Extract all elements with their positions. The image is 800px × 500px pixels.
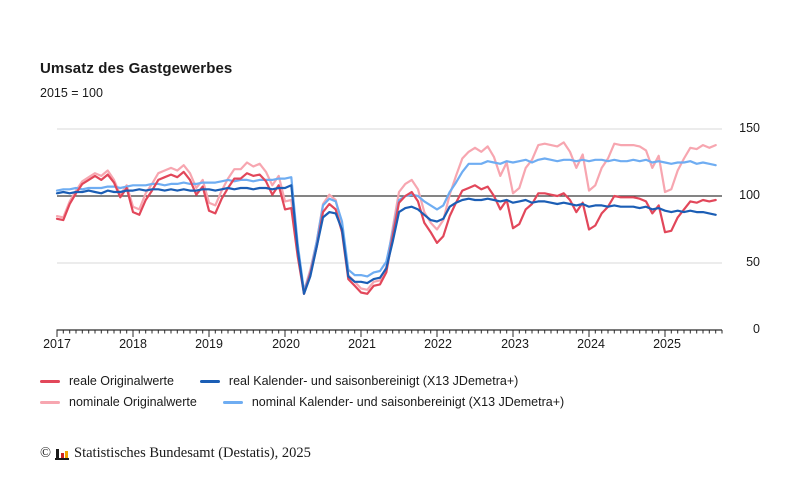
- copyright-symbol: ©: [40, 445, 52, 461]
- x-axis-tick-2017: 2017: [43, 337, 71, 351]
- legend-item-reale-originalwerte: reale Originalwerte: [40, 374, 174, 388]
- chart-subtitle: 2015 = 100: [40, 86, 103, 100]
- chart-legend: reale Originalwerte real Kalender- und s…: [40, 374, 564, 409]
- legend-swatch-darkblue-line-icon: [199, 379, 220, 383]
- x-axis-tick-2022: 2022: [424, 337, 452, 351]
- legend-item-nominal-saisonbereinigt: nominal Kalender- und saisonbereinigt (X…: [222, 395, 565, 409]
- x-axis-tick-2019: 2019: [195, 337, 223, 351]
- legend-swatch-lightblue-line-icon: [222, 400, 243, 404]
- legend-swatch-red-line-icon: [40, 379, 60, 383]
- y-axis-tick-100: 100: [739, 188, 760, 202]
- legend-label: real Kalender- und saisonbereinigt (X13 …: [228, 374, 519, 388]
- series-line-0: [55, 170, 717, 295]
- x-axis-tick-2020: 2020: [272, 337, 300, 351]
- y-axis-tick-50: 50: [746, 255, 760, 269]
- x-axis-tick-2018: 2018: [119, 337, 147, 351]
- series-line-1: [55, 184, 717, 295]
- legend-item-real-saisonbereinigt: real Kalender- und saisonbereinigt (X13 …: [199, 374, 519, 388]
- legend-item-nominale-originalwerte: nominale Originalwerte: [40, 395, 197, 409]
- x-axis-tick-2025: 2025: [653, 337, 681, 351]
- x-axis-tick-2024: 2024: [577, 337, 605, 351]
- source-text: Statistisches Bundesamt (Destatis), 2025: [74, 445, 311, 461]
- x-axis-tick-2023: 2023: [501, 337, 529, 351]
- legend-row-2: nominale Originalwerte nominal Kalender-…: [40, 395, 564, 409]
- source-attribution: © Statistisches Bundesamt (Destatis), 20…: [40, 445, 311, 462]
- y-axis-tick-0: 0: [753, 322, 760, 336]
- series-line-3: [55, 157, 717, 293]
- legend-row-1: reale Originalwerte real Kalender- und s…: [40, 374, 564, 388]
- legend-label: nominale Originalwerte: [69, 395, 197, 409]
- x-axis-tick-2021: 2021: [348, 337, 376, 351]
- legend-label: reale Originalwerte: [69, 374, 174, 388]
- legend-swatch-pink-line-icon: [40, 400, 60, 404]
- chart-title: Umsatz des Gastgewerbes: [40, 60, 233, 77]
- destatis-bar-chart-icon: [55, 447, 70, 461]
- y-axis-tick-150: 150: [739, 121, 760, 135]
- legend-label: nominal Kalender- und saisonbereinigt (X…: [251, 395, 565, 409]
